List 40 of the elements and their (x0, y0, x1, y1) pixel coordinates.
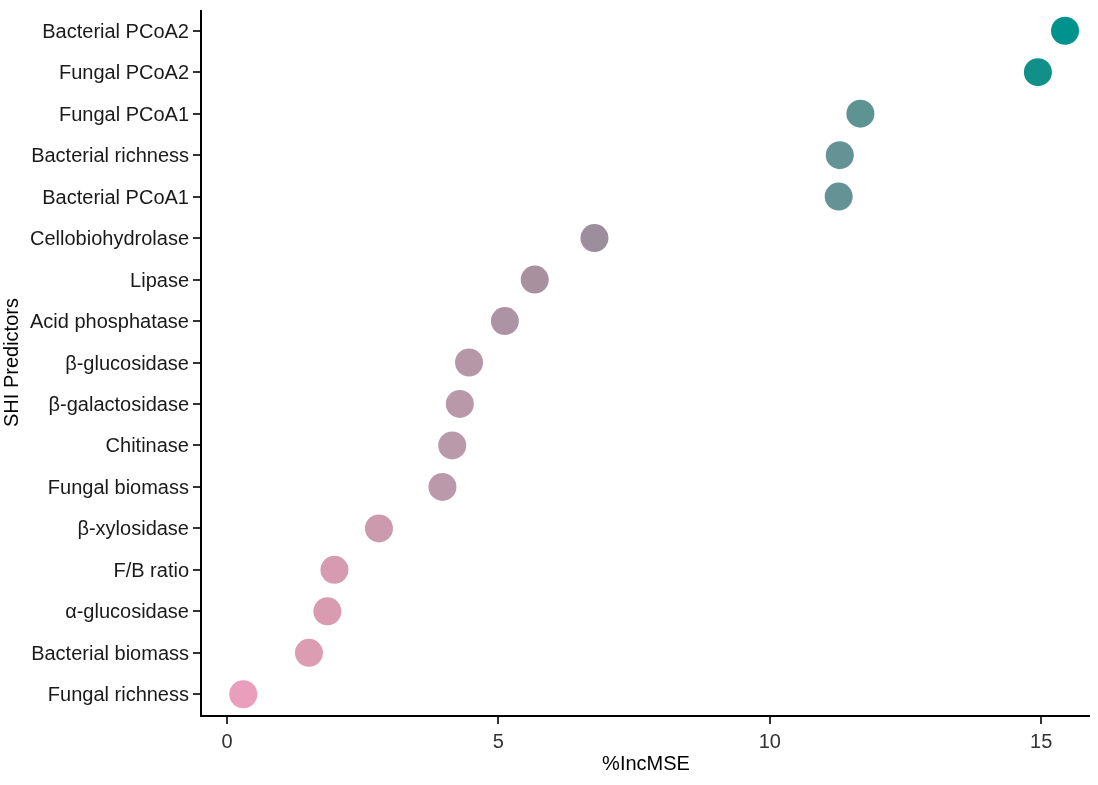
y-tick-label: Bacterial PCoA2 (42, 19, 189, 42)
y-tick-label: Acid phosphatase (29, 310, 189, 333)
point (364, 514, 393, 543)
y-tick-label: F/B ratio (113, 558, 189, 581)
point (580, 224, 609, 253)
y-tick-label: Cellobiohydrolase (30, 227, 189, 250)
y-tick-label: Lipase (130, 268, 189, 291)
point (313, 597, 342, 626)
y-tick-label: Chitinase (105, 434, 189, 457)
y-tick-label: Fungal biomass (47, 475, 189, 498)
point (445, 389, 474, 418)
y-tick-label: Fungal PCoA1 (58, 102, 189, 125)
point (1051, 16, 1080, 45)
point (455, 348, 484, 377)
y-tick-label: Bacterial PCoA1 (42, 185, 189, 208)
point (846, 99, 875, 128)
point (825, 141, 854, 170)
y-tick-label: β-galactosidase (48, 392, 189, 415)
y-tick-label: α-glucosidase (65, 600, 189, 623)
x-tick-label: 10 (758, 730, 781, 752)
point (1023, 58, 1052, 87)
y-tick-label: Fungal richness (47, 683, 189, 706)
point (520, 265, 549, 294)
y-tick-label: Bacterial biomass (31, 641, 189, 664)
x-tick-label: 15 (1030, 730, 1053, 752)
x-tick-label: 0 (221, 730, 233, 752)
point (438, 431, 467, 460)
point (428, 472, 457, 501)
x-tick-label: 5 (492, 730, 504, 752)
point (229, 680, 258, 709)
point (490, 307, 519, 336)
y-tick-label: β-xylosidase (77, 517, 189, 540)
point (294, 638, 323, 667)
point (320, 555, 349, 584)
y-tick-label: Bacterial richness (31, 144, 189, 167)
y-axis-title: SHI Predictors (0, 298, 22, 427)
y-tick-label: Fungal PCoA2 (58, 61, 189, 84)
point (824, 182, 853, 211)
y-tick-label: β-glucosidase (65, 351, 189, 374)
x-axis-title: %IncMSE (602, 752, 690, 774)
